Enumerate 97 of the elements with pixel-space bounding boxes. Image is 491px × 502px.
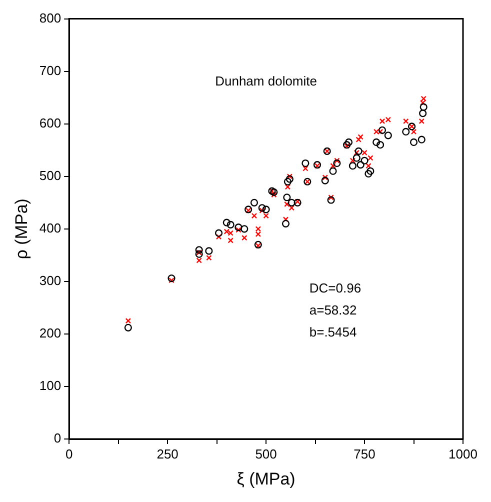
y-tick-label: 800 [39, 10, 62, 26]
point [286, 175, 294, 183]
x-tick-label: 0 [65, 446, 73, 462]
y-tick-label: 0 [54, 430, 62, 446]
point [282, 220, 290, 228]
point [224, 228, 230, 234]
point [263, 212, 269, 219]
y-tick-label: 600 [39, 115, 62, 130]
point [270, 188, 278, 196]
point [284, 178, 292, 186]
y-tick-label: 700 [39, 62, 62, 78]
point [328, 194, 334, 200]
point [360, 156, 368, 164]
point [321, 176, 329, 184]
point [222, 218, 230, 226]
point [334, 158, 340, 164]
point [288, 198, 296, 206]
point [358, 134, 364, 140]
point [236, 227, 242, 233]
point [259, 208, 265, 214]
point [362, 150, 368, 156]
point [366, 167, 374, 175]
y-tick-label: 100 [39, 378, 62, 394]
point [302, 166, 308, 172]
point [366, 163, 372, 169]
point [356, 161, 364, 169]
point [410, 138, 418, 146]
point [348, 162, 357, 170]
point [350, 158, 356, 164]
point [242, 234, 248, 241]
x-tick-label: 500 [255, 446, 277, 462]
point [288, 205, 295, 211]
point [206, 254, 212, 261]
point [251, 212, 258, 219]
point [322, 174, 328, 180]
point [168, 278, 174, 284]
point [364, 170, 372, 178]
point [379, 118, 386, 124]
point [216, 234, 222, 240]
point [286, 174, 293, 180]
point [372, 138, 380, 146]
point [196, 250, 202, 256]
point [378, 126, 386, 134]
y-tick-label: 400 [39, 220, 62, 236]
annotation: DC=0.96 [309, 280, 362, 296]
point [168, 274, 176, 282]
y-tick-label: 300 [39, 273, 62, 288]
point [356, 136, 362, 142]
point [302, 159, 310, 168]
point [330, 163, 336, 169]
point [284, 184, 291, 190]
point [418, 118, 424, 124]
point [234, 224, 242, 232]
point [262, 206, 270, 214]
point [385, 116, 392, 123]
point [418, 136, 426, 144]
point [196, 258, 202, 264]
x-tick-label: 750 [354, 446, 376, 462]
point [205, 247, 213, 255]
point [124, 324, 132, 332]
point [376, 141, 384, 149]
point [125, 318, 132, 324]
point [195, 250, 203, 258]
point [377, 128, 384, 135]
point [284, 201, 290, 208]
point [214, 229, 223, 237]
point [352, 154, 360, 162]
point [240, 225, 248, 233]
point [282, 216, 289, 222]
point [420, 100, 426, 106]
point [420, 103, 428, 111]
y-axis-title: ρ (MPa) [12, 198, 31, 260]
point [258, 204, 266, 212]
point [344, 138, 353, 146]
point [333, 159, 341, 168]
annotation: Dunham dolomite [215, 73, 317, 88]
point [329, 167, 337, 175]
annotation: a=58.32 [309, 302, 357, 318]
point [354, 147, 362, 155]
x-tick-label: 1000 [448, 446, 478, 462]
point [226, 220, 234, 228]
point [195, 246, 203, 254]
point [402, 128, 410, 136]
x-tick-label: 250 [156, 446, 178, 462]
point [384, 132, 392, 140]
y-tick-label: 200 [39, 326, 62, 341]
point [373, 128, 380, 135]
annotation: b=.5454 [309, 324, 357, 340]
point [271, 192, 277, 198]
y-tick-label: 500 [39, 168, 62, 183]
x-axis-title: ξ (MPa) [236, 469, 296, 488]
point [283, 194, 291, 202]
point [368, 155, 374, 161]
point [403, 118, 409, 124]
point [419, 110, 427, 118]
point [250, 198, 258, 206]
point [327, 196, 335, 204]
